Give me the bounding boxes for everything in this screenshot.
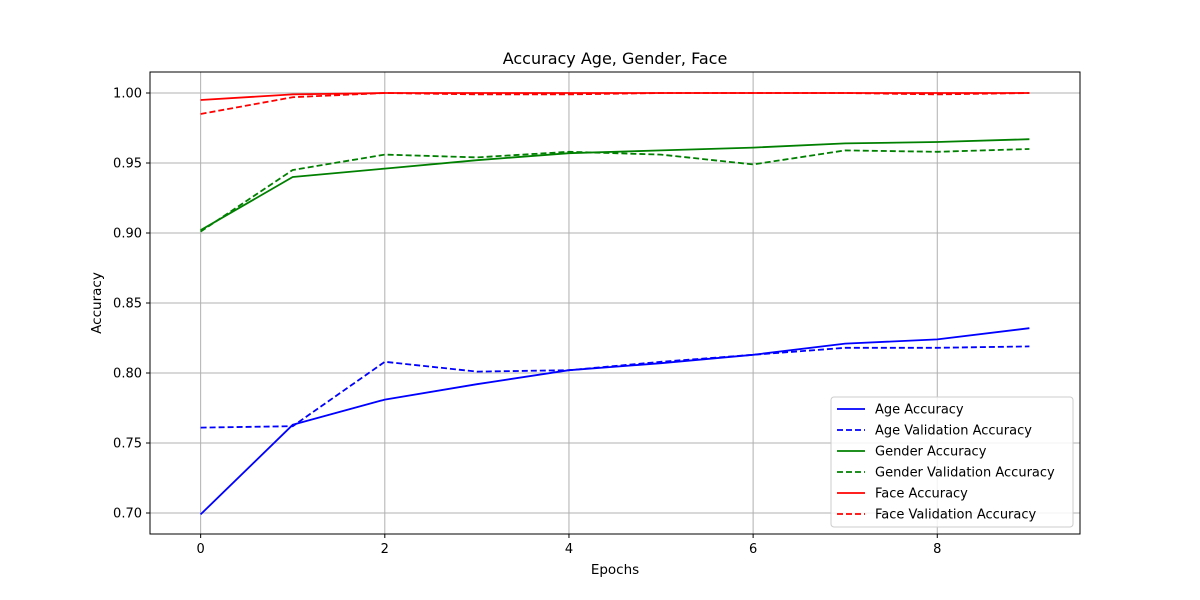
y-axis-ticks: 0.70 0.75 0.80 0.85 0.90 0.95 1.00 — [113, 87, 150, 522]
legend: Age Accuracy Age Validation Accuracy Gende… — [830, 396, 1074, 528]
legend-label: Gender Validation Accuracy — [875, 466, 1055, 481]
y-tick-label: 0.95 — [113, 157, 142, 172]
legend-label: Face Accuracy — [875, 487, 968, 502]
y-tick-label: 0.75 — [113, 437, 142, 452]
series-lines — [199, 92, 1030, 516]
x-tick-label: 2 — [381, 542, 389, 557]
series-line — [200, 138, 1030, 231]
legend-label: Age Accuracy — [875, 403, 964, 418]
grid — [150, 72, 1080, 534]
series-line — [200, 92, 1030, 115]
y-axis-label: Accuracy — [89, 272, 105, 334]
x-tick-label: 0 — [197, 542, 205, 557]
legend-label: Face Validation Accuracy — [875, 508, 1037, 523]
series-line — [200, 148, 1030, 233]
x-axis-label: Epochs — [591, 562, 639, 578]
y-tick-label: 0.80 — [113, 367, 142, 382]
y-tick-label: 1.00 — [113, 87, 142, 102]
chart-title: Accuracy Age, Gender, Face — [503, 49, 728, 68]
x-tick-label: 4 — [565, 542, 573, 557]
x-tick-label: 6 — [749, 542, 757, 557]
x-tick-label: 8 — [933, 542, 941, 557]
y-tick-label: 0.70 — [113, 507, 142, 522]
legend-label: Age Validation Accuracy — [875, 424, 1032, 439]
legend-box — [830, 396, 1074, 528]
series-line — [200, 345, 1030, 429]
y-tick-label: 0.90 — [113, 227, 142, 242]
legend-label: Gender Accuracy — [875, 445, 987, 460]
x-axis-ticks: 0 2 4 6 8 — [197, 534, 941, 557]
y-tick-label: 0.85 — [113, 297, 142, 312]
